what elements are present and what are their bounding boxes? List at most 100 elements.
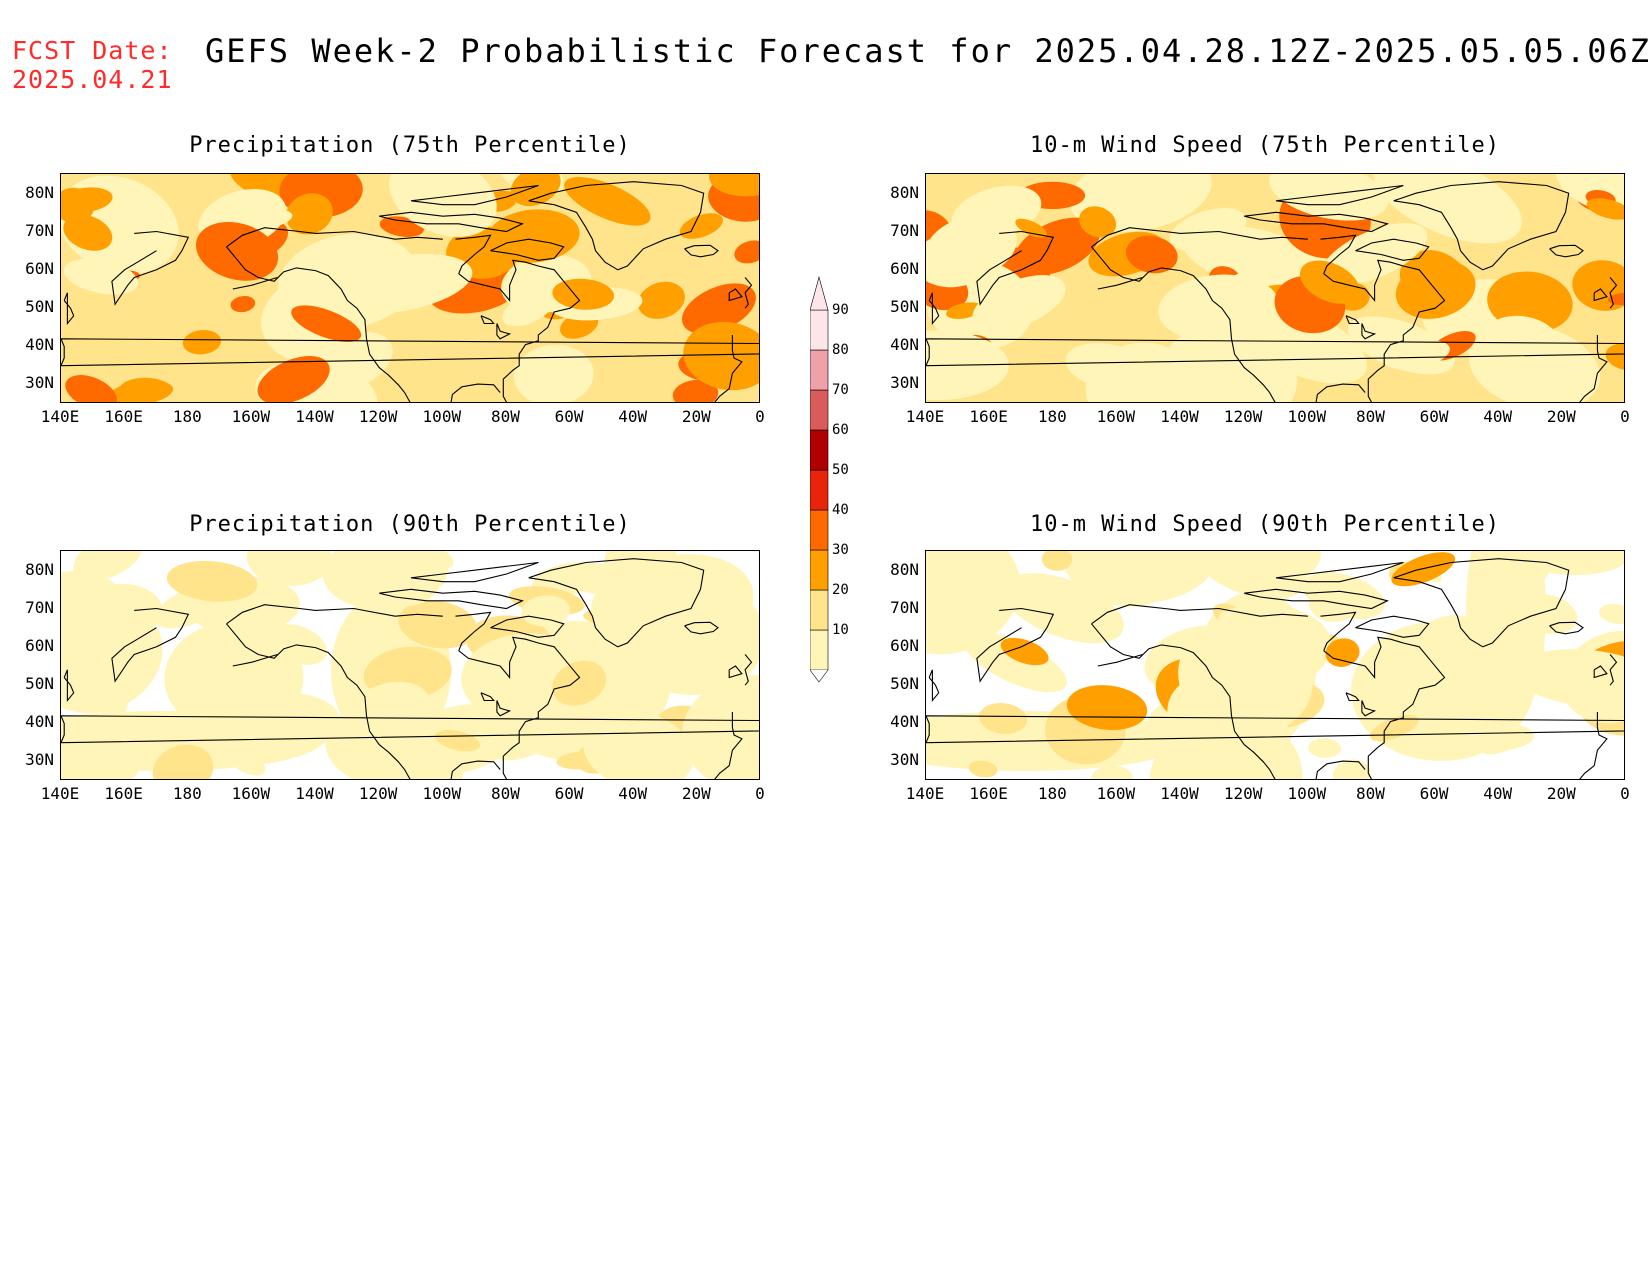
lat-tick-label: 60N xyxy=(25,636,54,655)
probability-contour-patch xyxy=(591,573,719,658)
probability-contour-patch xyxy=(1321,223,1428,286)
coastline xyxy=(1593,288,1608,302)
lon-tick-label: 100W xyxy=(1287,784,1327,803)
colorbar-segment xyxy=(809,589,829,631)
colorbar-bottom-arrow xyxy=(809,669,829,683)
probability-contour-patch xyxy=(1308,738,1341,758)
coastline xyxy=(458,259,581,402)
lon-tick-label: 80W xyxy=(491,407,520,426)
probability-contour-patch xyxy=(681,283,756,334)
probability-contour-patch xyxy=(1000,637,1049,666)
coastline xyxy=(744,654,753,686)
coastline xyxy=(1609,654,1618,686)
page-title: GEFS Week-2 Probabilistic Forecast for 2… xyxy=(205,32,1650,70)
lat-tick-label: 70N xyxy=(25,598,54,617)
probability-contour-patch xyxy=(1185,551,1307,600)
coastline xyxy=(684,244,719,258)
lat-tick-label: 60N xyxy=(25,259,54,278)
probability-contour-patch xyxy=(1178,659,1284,724)
probability-contour-patch xyxy=(1554,174,1624,212)
probability-contour-patch xyxy=(1325,638,1360,667)
lon-tick-label: 20W xyxy=(681,407,711,426)
coastline xyxy=(1244,588,1389,610)
coastline xyxy=(1275,561,1404,583)
probability-contour-patch xyxy=(1370,633,1446,697)
lon-tick-label: 120W xyxy=(1223,784,1263,803)
coastline xyxy=(496,323,512,340)
coastline xyxy=(455,234,492,274)
coastline xyxy=(61,338,759,367)
lon-tick-label: 100W xyxy=(1287,407,1327,426)
colorbar-segment xyxy=(809,509,829,551)
colorbar-segment xyxy=(809,549,829,591)
lat-tick-label: 30N xyxy=(890,750,919,769)
coastline xyxy=(1091,227,1308,248)
lon-tick-label: 180 xyxy=(1037,784,1067,803)
coastline xyxy=(226,227,443,248)
lat-tick-label: 80N xyxy=(890,560,919,579)
coastline xyxy=(1315,760,1366,779)
lat-tick-label: 40N xyxy=(25,335,54,354)
lon-tick-label: 60W xyxy=(1419,784,1449,803)
lon-tick-label: 120W xyxy=(358,407,398,426)
map-wind-75 xyxy=(925,173,1625,403)
lon-tick-label: 140E xyxy=(905,784,945,803)
coastline xyxy=(450,383,501,402)
coastline xyxy=(714,335,743,402)
probability-contour-patch xyxy=(1605,343,1624,371)
lon-tick-label: 80W xyxy=(1356,784,1385,803)
lat-tick-label: 30N xyxy=(25,750,54,769)
coastline xyxy=(926,338,1624,367)
probability-contour-patch xyxy=(582,710,694,779)
lon-tick-label: 40W xyxy=(618,407,648,426)
probability-contour-patch xyxy=(356,551,443,607)
probability-contour-patch xyxy=(1269,174,1389,221)
probability-contour-patch xyxy=(109,380,174,402)
probability-contour-patch xyxy=(681,674,759,779)
lon-tick-label: 140W xyxy=(1160,784,1199,803)
coastline xyxy=(1097,276,1143,290)
probability-contour-patch xyxy=(1608,292,1624,306)
coastline xyxy=(976,230,1055,306)
coastline xyxy=(714,712,743,779)
lat-tick-label: 40N xyxy=(890,335,919,354)
lon-tick-label: 20W xyxy=(1546,407,1576,426)
coastline xyxy=(1091,623,1276,779)
coastline xyxy=(1345,315,1360,325)
coastline xyxy=(926,715,1624,744)
coastline xyxy=(61,715,759,744)
probability-contour-patch xyxy=(182,329,222,355)
probability-contour-patch xyxy=(398,600,478,649)
coastline xyxy=(1323,259,1446,402)
coastline xyxy=(928,292,940,326)
lon-tick-label: 40W xyxy=(1483,784,1513,803)
lon-tick-label: 40W xyxy=(618,784,648,803)
lon-tick-label: 80W xyxy=(1356,407,1385,426)
lon-tick-label: 0 xyxy=(1620,784,1630,803)
lon-tick-label: 140W xyxy=(295,784,334,803)
coastline xyxy=(1315,383,1366,402)
probability-contour-patch xyxy=(1373,174,1522,244)
coastline xyxy=(455,611,492,651)
probability-contour-patch xyxy=(968,760,998,778)
map-wind-90 xyxy=(925,550,1625,780)
probability-contour-patch xyxy=(1169,208,1247,252)
lon-tick-label: 160E xyxy=(104,407,143,426)
probability-contour-patch xyxy=(926,215,1017,280)
probability-contour-patch xyxy=(521,595,571,627)
probability-contour-patch xyxy=(513,344,594,402)
colorbar xyxy=(809,275,890,689)
colorbar-level-label: 10 xyxy=(832,622,849,638)
coastline xyxy=(490,238,565,261)
probability-contour-patch xyxy=(164,621,304,735)
lat-tick-label: 40N xyxy=(890,712,919,731)
lon-tick-label: 60W xyxy=(554,784,584,803)
probability-contour-patch xyxy=(1483,551,1551,590)
probability-contour-patch xyxy=(341,681,431,746)
lat-tick-label: 50N xyxy=(890,674,919,693)
coastline xyxy=(1323,636,1446,779)
lat-tick-label: 50N xyxy=(25,674,54,693)
probability-contour-patch xyxy=(61,187,113,213)
coastline xyxy=(232,653,278,667)
colorbar-segment xyxy=(809,429,829,471)
